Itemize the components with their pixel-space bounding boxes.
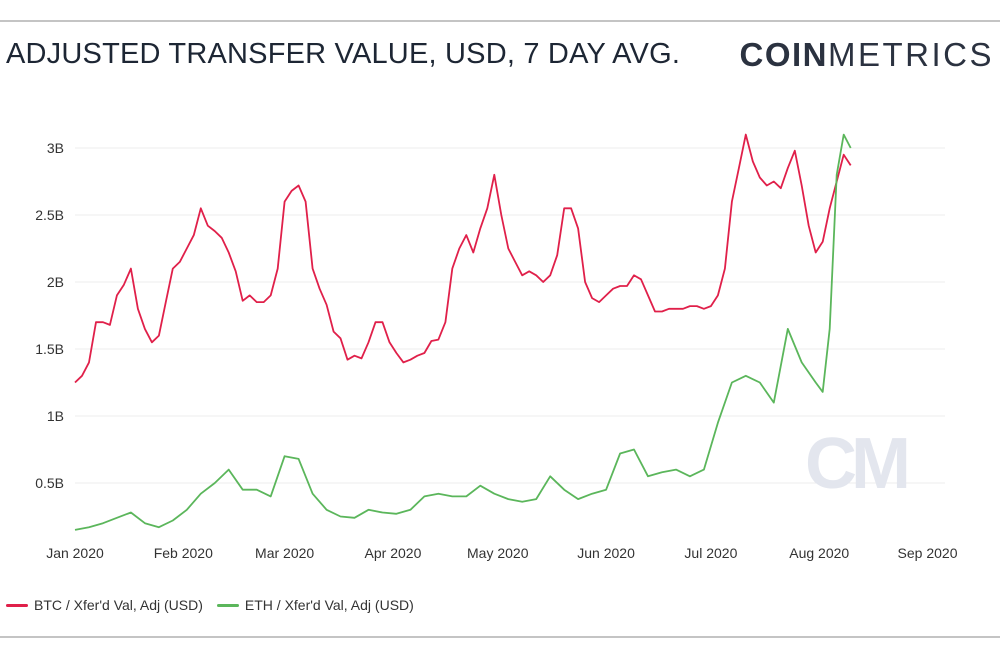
y-tick-label: 3B [47, 140, 64, 156]
line-chart: CM 0.5B 1B 1.5B 2B 2.5B 3B Jan 2020 Feb 2020 Ma… [35, 133, 958, 561]
x-tick-label: May 2020 [467, 545, 529, 561]
x-tick-label: Mar 2020 [255, 545, 314, 561]
y-tick-label: 1.5B [35, 341, 64, 357]
legend-item-eth[interactable]: ETH / Xfer'd Val, Adj (USD) [216, 597, 414, 613]
chart-title: ADJUSTED TRANSFER VALUE, USD, 7 DAY AVG. [6, 38, 681, 70]
bottom-divider [0, 636, 1000, 638]
watermark: CM [805, 424, 907, 504]
x-axis-ticks: Jan 2020 Feb 2020 Mar 2020 Apr 2020 May 2020… [46, 545, 958, 561]
brand-logo-bold: COIN [739, 36, 828, 73]
brand-logo: COINMETRICS [740, 36, 995, 74]
x-tick-label: Jun 2020 [577, 545, 635, 561]
x-tick-label: Jul 2020 [684, 545, 737, 561]
series-line-eth[interactable] [74, 133, 852, 531]
brand-logo-thin: METRICS [828, 36, 994, 73]
y-tick-label: 2.5B [35, 207, 64, 223]
x-tick-label: Apr 2020 [365, 545, 422, 561]
legend-item-btc[interactable]: BTC / Xfer'd Val, Adj (USD) [6, 597, 203, 613]
x-tick-label: Feb 2020 [154, 545, 213, 561]
legend-swatch-btc [6, 603, 28, 607]
y-axis-ticks: 0.5B 1B 1.5B 2B 2.5B 3B [35, 140, 64, 491]
legend: BTC / Xfer'd Val, Adj (USD) ETH / Xfer'd… [6, 597, 428, 613]
legend-swatch-eth [216, 603, 239, 607]
y-tick-label: 1B [47, 408, 64, 424]
grid-lines [75, 147, 945, 484]
x-tick-label: Jan 2020 [46, 545, 104, 561]
series-lines [74, 133, 852, 531]
x-tick-label: Aug 2020 [789, 545, 849, 561]
legend-label-btc: BTC / Xfer'd Val, Adj (USD) [34, 597, 203, 613]
series-line-btc[interactable] [74, 133, 852, 384]
legend-label-eth: ETH / Xfer'd Val, Adj (USD) [244, 597, 414, 613]
y-tick-label: 2B [47, 274, 64, 290]
y-tick-label: 0.5B [35, 475, 64, 491]
top-divider [0, 20, 1000, 22]
x-tick-label: Sep 2020 [898, 545, 958, 561]
